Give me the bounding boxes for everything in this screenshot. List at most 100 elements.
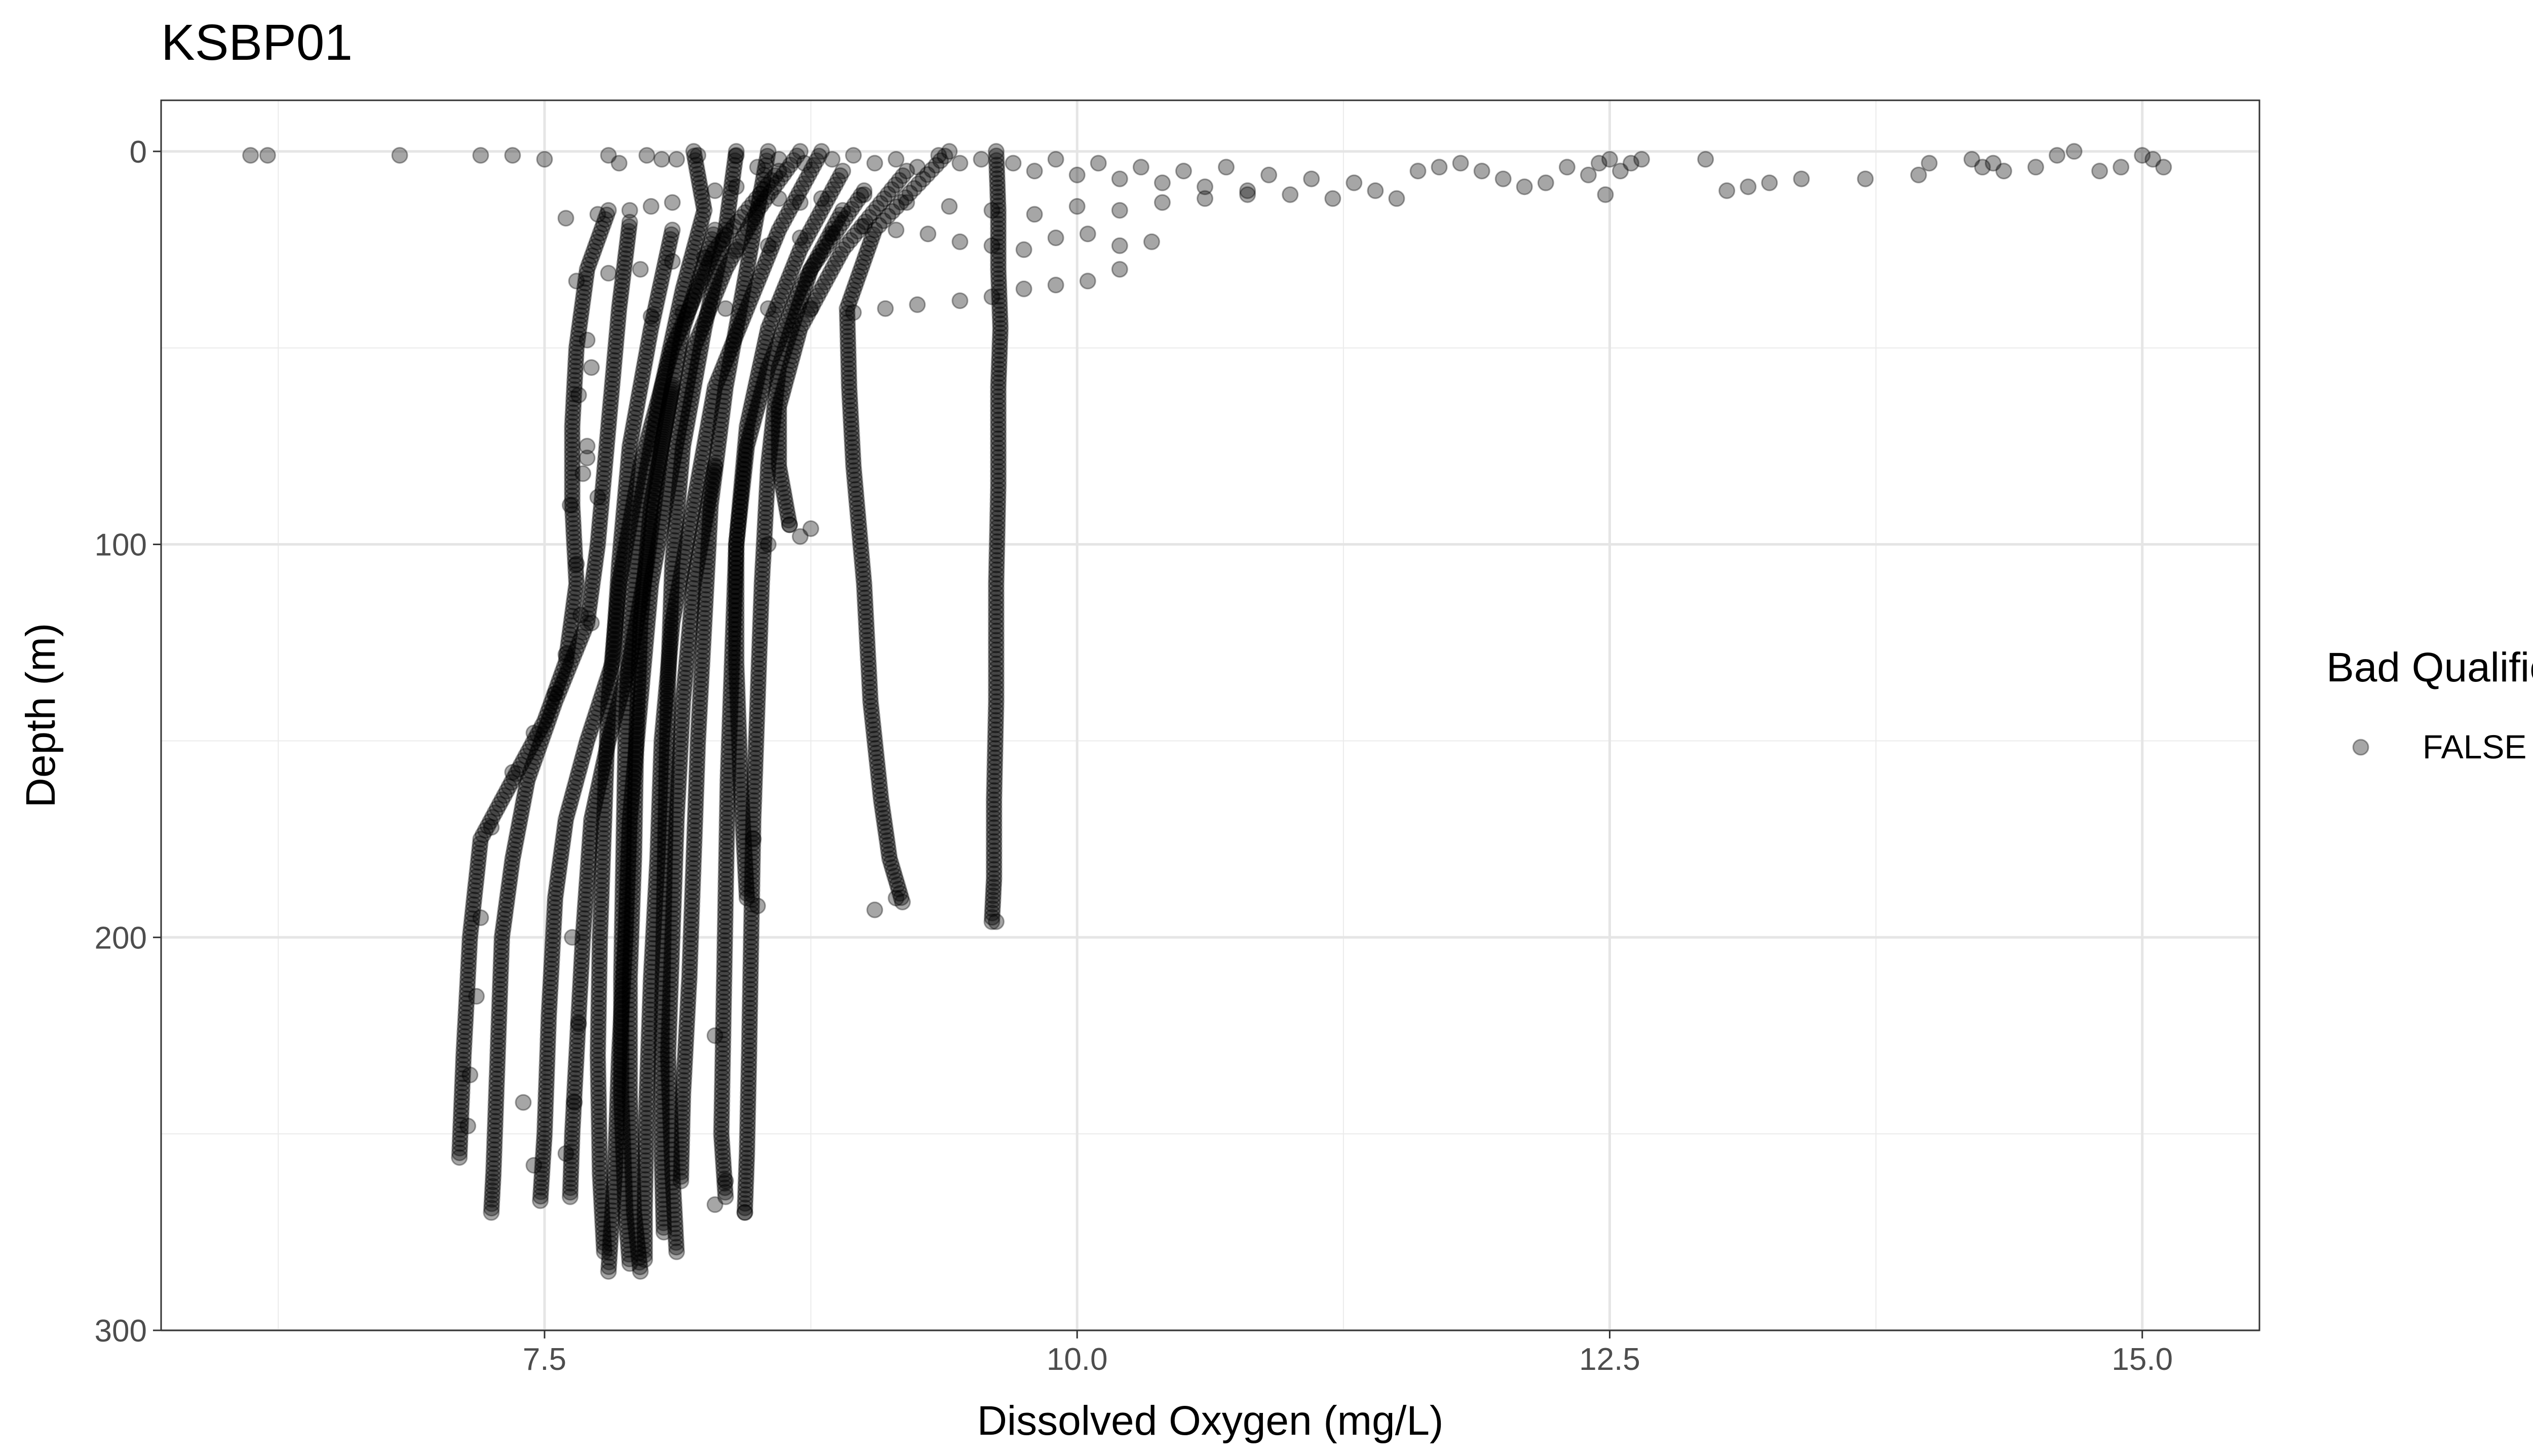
data-point: [636, 1185, 654, 1202]
data-point: [984, 900, 1001, 917]
data-point: [990, 384, 1007, 400]
data-point: [839, 323, 856, 340]
data-point: [742, 291, 759, 308]
data-point: [839, 328, 856, 345]
data-point: [987, 660, 1005, 677]
data-point: [731, 319, 748, 336]
data-point: [988, 556, 1005, 573]
data-point: [637, 1166, 654, 1183]
data-point: [621, 830, 638, 847]
data-point: [759, 320, 777, 337]
data-point: [989, 519, 1006, 536]
data-point: [721, 341, 739, 359]
data-point: [914, 171, 932, 188]
data-point: [242, 147, 259, 164]
data-point: [891, 885, 908, 902]
data-point: [990, 388, 1007, 405]
data-point: [648, 542, 666, 559]
data-point: [941, 143, 958, 160]
data-point: [462, 1066, 479, 1084]
data-point: [990, 234, 1007, 251]
data-point: [561, 496, 579, 514]
data-point: [561, 1188, 579, 1205]
data-point: [605, 1178, 623, 1196]
data-point: [856, 217, 873, 235]
data-point: [990, 449, 1007, 466]
data-point: [841, 383, 858, 400]
data-point: [1260, 166, 1278, 183]
data-point: [795, 175, 813, 193]
data-point: [1857, 170, 1874, 187]
data-point: [827, 176, 844, 194]
data-point: [570, 387, 587, 404]
data-point: [642, 978, 659, 994]
data-point: [990, 378, 1007, 396]
data-point: [868, 754, 886, 771]
data-point: [879, 836, 896, 854]
data-point: [617, 938, 634, 955]
x-axis-title: Dissolved Oxygen (mg/L): [977, 1398, 1444, 1444]
data-point: [767, 301, 784, 318]
data-point: [749, 897, 766, 914]
data-point: [723, 337, 741, 354]
data-point: [840, 378, 858, 396]
data-point: [636, 641, 654, 658]
data-point: [989, 188, 1007, 205]
data-point: [819, 190, 836, 207]
data-point: [985, 796, 1003, 813]
data-point: [654, 514, 671, 531]
data-point: [987, 698, 1005, 715]
data-point: [990, 361, 1008, 377]
data-point: [769, 175, 786, 191]
data-point: [990, 270, 1007, 287]
data-point: [609, 1075, 627, 1092]
data-point: [639, 613, 656, 630]
data-point: [990, 369, 1007, 387]
data-point: [881, 850, 898, 867]
data-point: [849, 505, 866, 521]
data-point: [661, 643, 678, 660]
data-point: [626, 764, 642, 781]
data-point: [685, 496, 702, 514]
data-point: [990, 402, 1007, 419]
data-point: [1388, 190, 1405, 207]
data-point: [786, 255, 803, 272]
data-point: [846, 471, 863, 488]
data-point: [851, 518, 868, 535]
data-point: [990, 220, 1007, 237]
data-point: [568, 555, 585, 572]
data-point: [987, 599, 1005, 616]
data-point: [647, 878, 665, 896]
data-point: [988, 570, 1005, 588]
data-point: [986, 782, 1003, 799]
data-point: [951, 292, 969, 310]
data-point: [680, 368, 697, 385]
data-point: [618, 896, 635, 913]
data-point: [870, 768, 887, 785]
data-point: [622, 806, 639, 823]
data-point: [987, 594, 1005, 611]
data-point: [634, 674, 650, 692]
data-point: [985, 883, 1002, 900]
data-point: [990, 215, 1007, 233]
data-point: [989, 481, 1007, 499]
data-point: [601, 1240, 619, 1256]
data-point: [990, 458, 1007, 475]
data-point: [855, 570, 872, 588]
data-point: [715, 265, 733, 283]
data-point: [845, 147, 862, 164]
data-point: [919, 225, 937, 243]
data-point: [985, 865, 1003, 883]
data-point: [645, 921, 662, 938]
data-point: [636, 1237, 654, 1254]
data-point: [880, 841, 897, 858]
data-point: [601, 1244, 618, 1261]
data-point: [841, 388, 858, 405]
data-point: [989, 491, 1007, 508]
data-point: [638, 627, 655, 644]
data-point: [1068, 166, 1086, 183]
data-point: [619, 882, 636, 899]
data-point: [847, 277, 864, 294]
data-point: [746, 282, 763, 299]
data-point: [638, 147, 656, 164]
